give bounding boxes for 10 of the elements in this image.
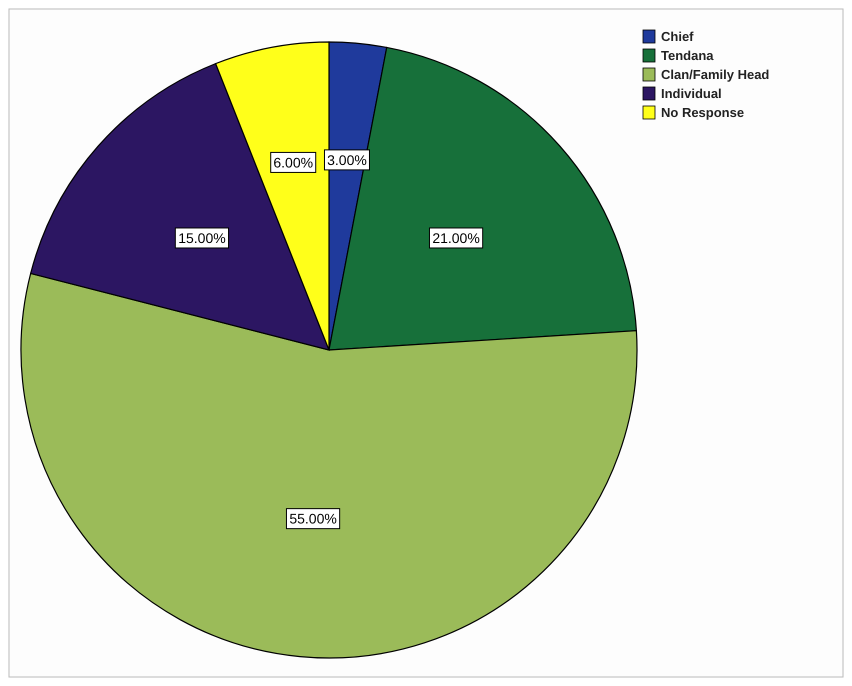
- data-label: 21.00%: [432, 230, 480, 246]
- data-label: 55.00%: [289, 510, 337, 527]
- data-label: 3.00%: [327, 152, 367, 168]
- legend-label: Tendana: [661, 48, 714, 63]
- legend-label: No Response: [661, 105, 744, 120]
- legend-label: Chief: [661, 29, 694, 44]
- legend-label: Clan/Family Head: [661, 67, 770, 82]
- data-label: 6.00%: [273, 154, 314, 170]
- legend-label: Individual: [661, 86, 722, 101]
- data-label: 15.00%: [178, 230, 226, 246]
